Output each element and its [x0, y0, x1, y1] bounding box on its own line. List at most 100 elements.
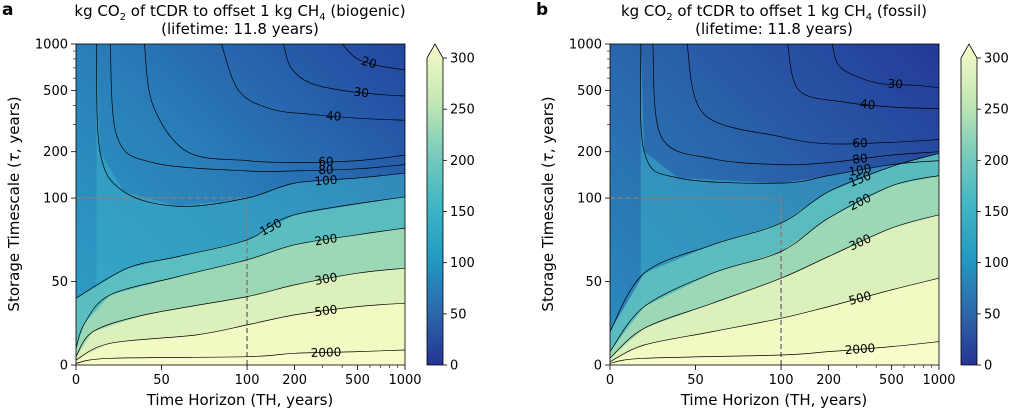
panel-a-frame — [75, 43, 406, 366]
panel-b-axes: 0 50 100 200 500 1000 0 50 100 200 500 1000 — [569, 38, 956, 389]
x-tick-label: 1000 — [922, 373, 955, 388]
colorbar-tick-label: 150 — [984, 205, 1009, 220]
colorbar-tick-label: 50 — [984, 307, 1001, 322]
contour-line-200 — [76, 227, 405, 349]
contour-label-text: 30 — [353, 85, 370, 101]
panel-a-ylabel: Storage Timescale (τ, years) — [5, 96, 23, 311]
y-tick-label: 500 — [43, 84, 68, 99]
contour-line-2000 — [610, 341, 939, 364]
y-tick-label: 100 — [577, 192, 602, 207]
x-tick-label: 0 — [72, 373, 80, 388]
x-tick-label: 200 — [816, 373, 841, 388]
y-tick-label: 0 — [594, 359, 602, 374]
x-tick-label: 500 — [879, 373, 904, 388]
panel-a-colorbar-ticks: 0 50 100 150 200 250 300 — [443, 52, 475, 374]
contour-label-text: 20 — [360, 54, 379, 72]
panel-a-fill-bands — [76, 44, 405, 365]
panel-b-subtitle: (lifetime: 11.8 years) — [695, 20, 853, 38]
contour-line-300 — [76, 267, 405, 357]
y-tick-label: 100 — [43, 192, 68, 207]
contour-label-text: 100 — [848, 161, 873, 179]
panel-b-letter: b — [536, 0, 548, 20]
x-tick-label: 100 — [235, 373, 260, 388]
x-tick-label: 50 — [153, 373, 170, 388]
contour-label-text: 500 — [314, 302, 339, 319]
panel-b-colorbar: 0 50 100 150 200 250 300 — [960, 43, 1009, 374]
contour-label-60: 60 — [852, 136, 868, 150]
contour-line-150 — [610, 153, 939, 332]
colorbar-tick-label: 100 — [984, 256, 1009, 271]
y-tick-label: 50 — [51, 275, 68, 290]
contour-label-300: 300 — [313, 270, 338, 288]
contour-label-500: 500 — [314, 302, 339, 319]
panel-a-xlabel: Time Horizon (TH, years) — [146, 391, 334, 408]
panel-b-title: kg CO2 of tCDR to offset 1 kg CH4 (fossi… — [621, 2, 927, 23]
panel-a: a kg CO2 of tCDR to offset 1 kg CH4 (bio… — [2, 0, 475, 408]
contour-line-150 — [76, 196, 405, 299]
contour-label-text: 500 — [847, 288, 873, 307]
contour-label-60: 60 — [318, 154, 334, 168]
contour-label-2000: 2000 — [844, 341, 876, 357]
contour-label-text: 60 — [318, 154, 334, 168]
colorbar-tick-label: 300 — [984, 52, 1009, 67]
colorbar-tick-label: 0 — [450, 359, 458, 374]
colorbar-tick-label: 250 — [984, 103, 1009, 118]
fill-band-500 — [610, 278, 939, 365]
x-tick-label: 200 — [282, 373, 307, 388]
colorbar-tick-label: 100 — [450, 256, 475, 271]
contour-line-80 — [652, 44, 939, 166]
colorbar-tick-label: 50 — [450, 307, 467, 322]
y-tick-label: 200 — [577, 145, 602, 160]
contour-label-40: 40 — [859, 97, 876, 113]
contour-label-30: 30 — [887, 77, 903, 92]
contour-line-200 — [610, 175, 939, 352]
contour-label-text: 30 — [887, 77, 903, 92]
contour-line-40 — [787, 44, 939, 110]
x-tick-label: 500 — [345, 373, 370, 388]
contour-line-30 — [283, 44, 405, 97]
contour-line-20 — [341, 44, 405, 71]
x-tick-label: 1000 — [388, 373, 421, 388]
x-tick-label: 100 — [769, 373, 794, 388]
colorbar-tick-label: 200 — [984, 154, 1009, 169]
contour-label-2000: 2000 — [311, 345, 342, 360]
y-tick-label: 1000 — [569, 38, 602, 53]
contour-line-40 — [221, 44, 405, 121]
contour-label-30: 30 — [353, 85, 370, 101]
contour-line-30 — [831, 44, 939, 89]
contour-label-text: 2000 — [844, 341, 876, 357]
panel-a-colorbar-body — [426, 43, 444, 366]
contour-line-100 — [640, 44, 939, 184]
contour-label-text: 80 — [318, 163, 334, 178]
contour-label-80: 80 — [852, 151, 869, 167]
panel-b-colorbar-ticks: 0 50 100 150 200 250 300 — [977, 52, 1009, 374]
panel-b: b kg CO2 of tCDR to offset 1 kg CH4 (fos… — [536, 0, 1009, 408]
contour-label-text: 80 — [852, 151, 869, 167]
fill-band-2000 — [610, 341, 939, 365]
panel-b-ylabel: Storage Timescale (τ, years) — [539, 96, 557, 311]
panel-b-reference-lines — [610, 197, 782, 365]
panel-a-letter: a — [2, 0, 13, 20]
y-tick-label: 200 — [43, 145, 68, 160]
contour-label-text: 2000 — [311, 345, 342, 360]
panel-b-frame — [609, 43, 940, 366]
contour-label-text: 40 — [859, 97, 876, 113]
colorbar-tick-label: 0 — [984, 359, 992, 374]
colorbar-tick-label: 300 — [450, 52, 475, 67]
contour-line-500 — [610, 277, 939, 363]
contour-label-20: 20 — [360, 54, 379, 72]
fill-band-500 — [76, 303, 405, 365]
contour-line-60 — [686, 44, 939, 145]
contour-label-40: 40 — [326, 109, 342, 124]
contour-label-text: 100 — [314, 173, 338, 189]
fill-band-2000 — [76, 350, 405, 365]
colorbar-tick-label: 250 — [450, 103, 475, 118]
contour-label-80: 80 — [318, 163, 334, 178]
panel-a-colorbar: 0 50 100 150 200 250 300 — [426, 43, 475, 374]
contour-label-text: 60 — [852, 136, 868, 150]
contour-line-500 — [76, 302, 405, 361]
